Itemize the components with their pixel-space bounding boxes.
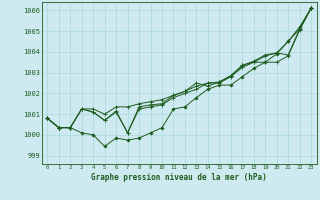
X-axis label: Graphe pression niveau de la mer (hPa): Graphe pression niveau de la mer (hPa) <box>91 173 267 182</box>
